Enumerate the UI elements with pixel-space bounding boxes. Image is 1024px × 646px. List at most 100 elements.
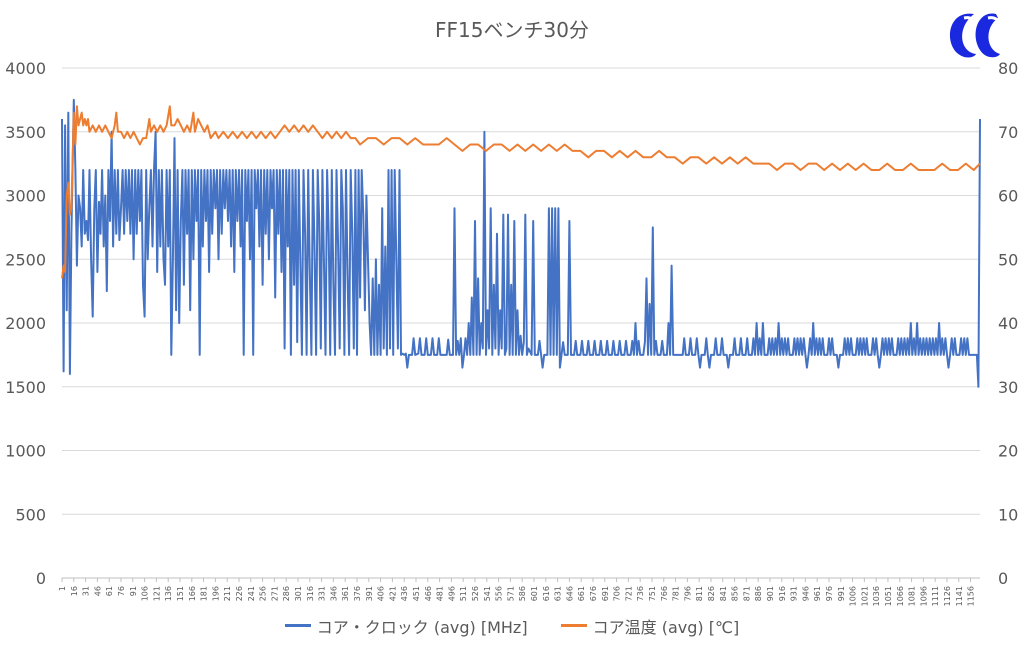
chart-title: FF15ベンチ30分 bbox=[435, 18, 589, 42]
x-tick-label: 1111 bbox=[931, 586, 940, 606]
x-tick-label: 46 bbox=[93, 586, 102, 596]
x-tick-label: 946 bbox=[801, 586, 810, 601]
y-right-tick-label: 50 bbox=[998, 250, 1018, 269]
legend-item-temp: コア温度 (avg) [℃] bbox=[560, 614, 739, 638]
x-tick-label: 481 bbox=[436, 586, 445, 601]
x-tick-label: 571 bbox=[506, 586, 515, 601]
x-tick-label: 871 bbox=[742, 586, 751, 601]
series-line-clock bbox=[61, 98, 981, 388]
x-tick-label: 436 bbox=[400, 586, 409, 601]
x-tick-label: 196 bbox=[211, 586, 220, 601]
x-tick-label: 91 bbox=[129, 586, 138, 596]
x-tick-label: 706 bbox=[613, 586, 622, 601]
x-tick-label: 901 bbox=[766, 586, 775, 601]
y-left-tick-label: 4000 bbox=[5, 59, 46, 78]
legend: コア・クロック (avg) [MHz] コア温度 (avg) [℃] bbox=[0, 612, 1024, 638]
x-tick-label: 166 bbox=[188, 586, 197, 601]
x-tick-label: 826 bbox=[707, 586, 716, 601]
x-tick-label: 586 bbox=[518, 586, 527, 601]
y-left-tick-label: 1000 bbox=[5, 442, 46, 461]
x-tick-label: 781 bbox=[672, 586, 681, 601]
x-tick-label: 976 bbox=[825, 586, 834, 601]
x-tick-label: 961 bbox=[813, 586, 822, 601]
x-tick-label: 1126 bbox=[943, 586, 952, 606]
y-right-tick-label: 0 bbox=[998, 569, 1008, 588]
x-tick-label: 256 bbox=[259, 586, 268, 601]
x-tick-label: 751 bbox=[648, 586, 657, 601]
x-tick-label: 676 bbox=[589, 586, 598, 601]
series-lines bbox=[61, 98, 981, 388]
y-left-tick-label: 1500 bbox=[5, 378, 46, 397]
x-axis: 1 16 31 46 61 76 91 106 121 136 151 166 181 196 211 226… bbox=[58, 577, 980, 606]
x-tick-label: 1021 bbox=[860, 586, 869, 606]
x-tick-label: 691 bbox=[601, 586, 610, 601]
x-tick-label: 661 bbox=[577, 586, 586, 601]
x-tick-label: 331 bbox=[318, 586, 327, 601]
legend-swatch-clock bbox=[284, 624, 311, 627]
series-line-temp bbox=[61, 105, 981, 279]
x-tick-label: 106 bbox=[141, 586, 150, 601]
y-left-tick-label: 3000 bbox=[5, 187, 46, 206]
x-tick-label: 16 bbox=[70, 586, 79, 596]
x-tick-label: 301 bbox=[294, 586, 303, 601]
x-tick-label: 451 bbox=[412, 586, 421, 601]
x-tick-label: 361 bbox=[341, 586, 350, 601]
legend-item-clock: コア・クロック (avg) [MHz] bbox=[284, 614, 528, 638]
x-tick-label: 886 bbox=[754, 586, 763, 601]
x-tick-label: 316 bbox=[306, 586, 315, 601]
x-tick-label: 1156 bbox=[967, 586, 976, 606]
x-tick-label: 511 bbox=[459, 586, 468, 601]
x-tick-label: 241 bbox=[247, 586, 256, 601]
x-tick-label: 271 bbox=[270, 586, 279, 601]
x-tick-label: 796 bbox=[683, 586, 692, 601]
y-left-tick-label: 2000 bbox=[5, 314, 46, 333]
x-tick-label: 406 bbox=[377, 586, 386, 601]
x-tick-label: 1096 bbox=[919, 586, 928, 606]
x-tick-label: 211 bbox=[223, 586, 232, 601]
x-tick-label: 931 bbox=[790, 586, 799, 601]
y-right-tick-label: 70 bbox=[998, 123, 1018, 142]
logo-icon bbox=[940, 8, 1012, 60]
x-tick-label: 811 bbox=[695, 586, 704, 601]
x-tick-label: 286 bbox=[282, 586, 291, 601]
x-tick-label: 376 bbox=[353, 586, 362, 601]
x-tick-label: 601 bbox=[530, 586, 539, 601]
y-left-tick-label: 3500 bbox=[5, 123, 46, 142]
x-tick-label: 1081 bbox=[908, 586, 917, 606]
x-tick-label: 841 bbox=[719, 586, 728, 601]
x-tick-label: 226 bbox=[235, 586, 244, 601]
x-tick-label: 181 bbox=[200, 586, 209, 601]
x-tick-label: 346 bbox=[329, 586, 338, 601]
y-axis-right: 0 10 20 30 40 50 60 70 80 bbox=[998, 59, 1018, 588]
y-right-tick-label: 10 bbox=[998, 505, 1018, 524]
x-tick-label: 1066 bbox=[896, 586, 905, 606]
x-tick-label: 541 bbox=[483, 586, 492, 601]
x-tick-label: 1141 bbox=[955, 586, 964, 606]
x-tick-label: 121 bbox=[152, 586, 161, 601]
x-tick-label: 61 bbox=[105, 586, 114, 596]
y-right-tick-label: 60 bbox=[998, 187, 1018, 206]
y-left-tick-label: 500 bbox=[15, 505, 46, 524]
x-tick-label: 631 bbox=[554, 586, 563, 601]
x-tick-label: 136 bbox=[164, 586, 173, 601]
x-tick-label: 646 bbox=[565, 586, 574, 601]
x-tick-label: 466 bbox=[424, 586, 433, 601]
x-tick-label: 856 bbox=[731, 586, 740, 601]
x-tick-label: 76 bbox=[117, 586, 126, 596]
x-tick-label: 916 bbox=[778, 586, 787, 601]
x-tick-label: 526 bbox=[471, 586, 480, 601]
x-tick-label: 556 bbox=[495, 586, 504, 601]
x-tick-label: 1036 bbox=[872, 586, 881, 606]
x-tick-label: 1 bbox=[58, 586, 67, 591]
y-right-tick-label: 80 bbox=[998, 59, 1018, 78]
legend-swatch-temp bbox=[560, 624, 587, 627]
x-tick-label: 721 bbox=[624, 586, 633, 601]
x-tick-label: 31 bbox=[82, 586, 91, 596]
x-tick-label: 421 bbox=[388, 586, 397, 601]
y-right-tick-label: 30 bbox=[998, 378, 1018, 397]
x-tick-label: 1051 bbox=[884, 586, 893, 606]
x-tick-label: 616 bbox=[542, 586, 551, 601]
x-tick-label: 151 bbox=[176, 586, 185, 601]
